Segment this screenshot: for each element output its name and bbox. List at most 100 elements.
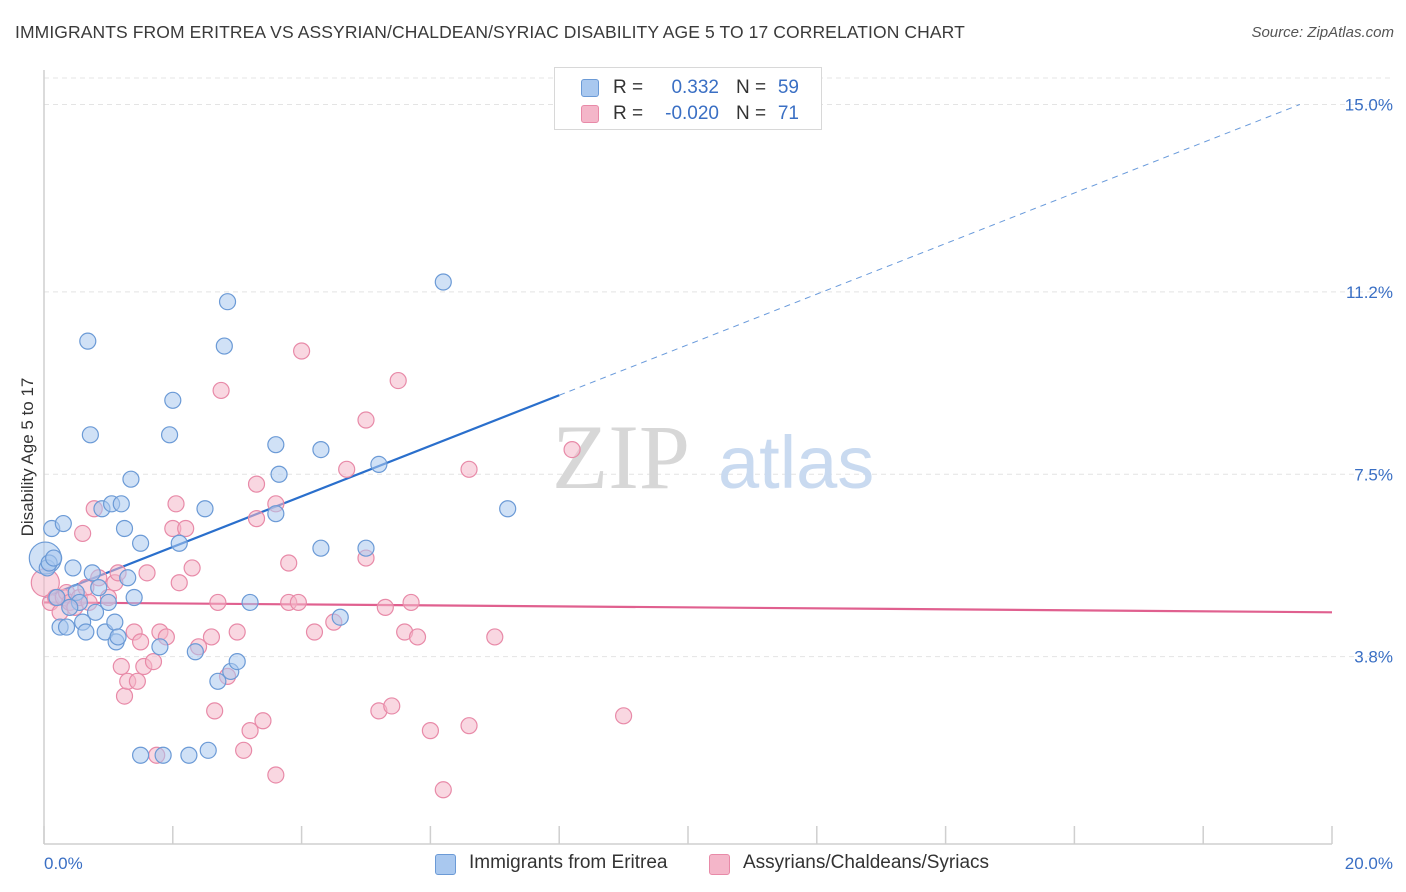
bottom-legend-swatch-blue <box>435 854 456 875</box>
series-assyrians-points <box>30 342 633 799</box>
legend-n-label: N = <box>736 103 767 124</box>
assyrians-point <box>247 510 266 528</box>
legend-r-value: -0.020 <box>665 103 719 124</box>
assyrians-point <box>247 475 266 493</box>
assyrians-point <box>305 623 324 641</box>
assyrians-point <box>402 593 420 612</box>
x-tick-label-max: 20.0% <box>1345 854 1393 873</box>
assyrians-point <box>167 495 185 513</box>
eritrea-point <box>267 505 285 523</box>
bottom-legend-swatch-pink <box>709 854 730 875</box>
assyrians-point <box>206 702 224 720</box>
eritrea-point <box>241 593 259 612</box>
legend-swatch-pink <box>581 105 599 123</box>
assyrians-point <box>460 460 478 478</box>
eritrea-point <box>151 638 169 656</box>
source-label: Source: ZipAtlas.com <box>1251 24 1394 41</box>
eritrea-point <box>160 426 179 444</box>
eritrea-point <box>331 608 349 626</box>
assyrians-point <box>212 381 230 400</box>
eritrea-point <box>132 746 150 764</box>
eritrea-point <box>312 539 330 557</box>
legend-n-value: 71 <box>777 103 799 124</box>
eritrea-point <box>499 500 517 518</box>
assyrians-point <box>408 628 427 646</box>
bottom-legend-label: Assyrians/Chaldeans/Syriacs <box>743 852 990 873</box>
eritrea-point <box>90 579 108 597</box>
assyrians-trend-line <box>43 601 1333 614</box>
x-ticks <box>43 826 1333 844</box>
eritrea-trend-extension <box>559 104 1300 396</box>
eritrea-point <box>209 672 227 690</box>
eritrea-point <box>81 426 99 444</box>
eritrea-point <box>112 495 130 513</box>
eritrea-point <box>86 603 105 621</box>
eritrea-point <box>54 514 72 533</box>
eritrea-point <box>122 470 140 488</box>
eritrea-point <box>199 741 217 759</box>
legend-n-value: 59 <box>777 77 799 98</box>
assyrians-point <box>383 697 401 715</box>
eritrea-trend-line <box>43 394 560 599</box>
assyrians-point <box>112 657 130 676</box>
assyrians-point <box>202 628 221 646</box>
assyrians-point <box>74 524 92 543</box>
eritrea-point <box>83 564 101 582</box>
assyrians-point <box>421 722 439 740</box>
eritrea-point <box>57 618 76 636</box>
eritrea-point <box>45 549 63 567</box>
eritrea-point <box>77 623 95 641</box>
assyrians-point <box>563 441 581 459</box>
eritrea-point <box>370 455 388 473</box>
legend-swatch-blue <box>581 79 599 97</box>
assyrians-point <box>389 371 407 390</box>
assyrians-point <box>138 564 156 582</box>
assyrians-point <box>267 766 285 784</box>
eritrea-point <box>218 293 237 311</box>
grid <box>44 77 1392 658</box>
eritrea-point <box>132 534 150 552</box>
eritrea-point <box>79 332 97 350</box>
assyrians-point <box>486 628 504 646</box>
eritrea-point <box>434 273 452 291</box>
eritrea-point <box>270 465 288 483</box>
assyrians-point <box>177 519 195 538</box>
assyrians-point <box>228 623 246 641</box>
legend-n-label: N = <box>736 77 767 98</box>
assyrians-point <box>170 574 188 592</box>
eritrea-point <box>357 539 375 557</box>
legend-r-label: R = <box>613 103 644 124</box>
assyrians-point <box>338 460 356 478</box>
correlation-legend: R = 0.332 N = 59 R = -0.020 N = 71 <box>554 67 822 130</box>
assyrians-point <box>357 411 375 429</box>
x-tick-label-min: 0.0% <box>44 854 83 873</box>
eritrea-point <box>106 613 124 631</box>
assyrians-point <box>280 554 298 572</box>
eritrea-point <box>61 598 79 616</box>
eritrea-point <box>186 643 204 661</box>
assyrians-point <box>115 687 134 705</box>
eritrea-point <box>267 436 285 454</box>
eritrea-point <box>215 337 233 355</box>
y-tick-label: 11.2% <box>1346 283 1393 302</box>
assyrians-point <box>183 559 201 577</box>
assyrians-point <box>235 741 253 759</box>
eritrea-point <box>125 588 143 607</box>
assyrians-point <box>241 722 259 740</box>
assyrians-point <box>144 652 163 671</box>
assyrians-point <box>289 593 307 612</box>
assyrians-point <box>434 781 452 799</box>
eritrea-point <box>48 588 66 607</box>
eritrea-point <box>180 746 198 764</box>
watermark: ZIP atlas <box>552 406 874 508</box>
y-tick-label: 3.8% <box>1354 648 1393 667</box>
assyrians-point <box>254 712 272 730</box>
bottom-legend-label: Immigrants from Eritrea <box>469 852 668 873</box>
legend-r-label: R = <box>613 77 644 98</box>
eritrea-point <box>99 593 118 612</box>
y-tick-label: 15.0% <box>1345 96 1393 115</box>
eritrea-point <box>312 441 330 459</box>
eritrea-point <box>119 569 137 587</box>
eritrea-point <box>115 519 134 538</box>
y-tick-labels: 3.8% 7.5% 11.2% 15.0% <box>1345 96 1393 667</box>
